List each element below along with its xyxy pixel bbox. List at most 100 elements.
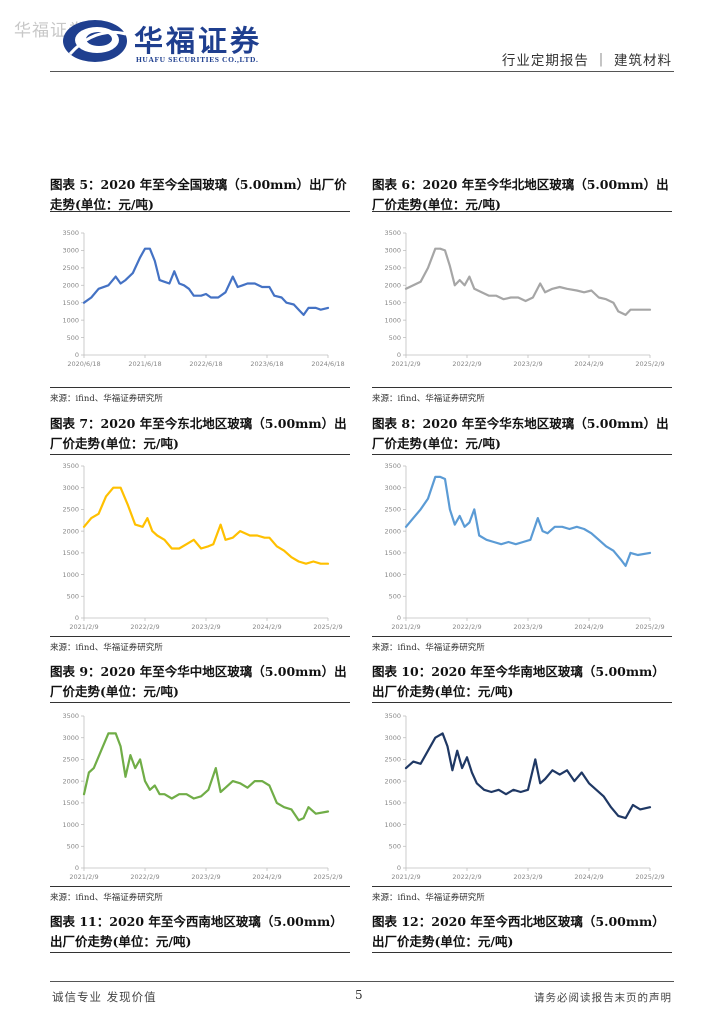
- y-tick-label: 3000: [384, 247, 401, 255]
- chart-bottom-rule: [50, 886, 350, 887]
- header-divider: [50, 71, 674, 72]
- footer-divider: [50, 981, 674, 982]
- y-tick-label: 3500: [62, 229, 79, 237]
- y-tick-label: 0: [75, 351, 79, 359]
- x-tick-label: 2021/2/9: [391, 623, 420, 631]
- chart-source: 来源：ifind、华福证券研究所: [50, 394, 163, 404]
- y-tick-label: 1500: [62, 799, 79, 807]
- y-tick-label: 2000: [62, 281, 79, 289]
- y-tick-label: 500: [67, 334, 79, 342]
- y-tick-label: 2500: [62, 264, 79, 272]
- x-tick-label: 2024/2/9: [574, 873, 603, 881]
- y-tick-label: 1000: [384, 821, 401, 829]
- x-tick-label: 2020/6/18: [67, 360, 100, 368]
- panel-title: 图表 12：2020 年至今西北地区玻璃（5.00mm）出厂价走势(单位：元/吨…: [372, 914, 665, 949]
- logo-english: HUAFU SECURITIES CO.,LTD.: [136, 55, 259, 64]
- y-tick-label: 1000: [384, 571, 401, 579]
- price-series-line: [404, 475, 652, 568]
- y-tick-label: 2000: [384, 777, 401, 785]
- y-tick-label: 0: [75, 864, 79, 872]
- x-tick-label: 2023/2/9: [513, 873, 542, 881]
- chart-source: 来源：ifind、华福证券研究所: [372, 394, 485, 404]
- chart-panel-11: 图表 11：2020 年至今西南地区玻璃（5.00mm）出厂价走势(单位：元/吨…: [50, 912, 350, 972]
- y-tick-label: 3000: [384, 734, 401, 742]
- y-tick-label: 3000: [384, 484, 401, 492]
- panel-title: 图表 9：2020 年至今华中地区玻璃（5.00mm）出厂价走势(单位：元/吨): [50, 664, 347, 699]
- y-tick-label: 2000: [384, 527, 401, 535]
- chart-bottom-rule: [372, 387, 672, 388]
- y-tick-label: 1500: [62, 299, 79, 307]
- x-tick-label: 2021/2/9: [391, 873, 420, 881]
- panel-title: 图表 8：2020 年至今华东地区玻璃（5.00mm）出厂价走势(单位：元/吨): [372, 416, 669, 451]
- x-tick-label: 2025/2/9: [635, 623, 664, 631]
- chart-source: 来源：ifind、华福证券研究所: [50, 643, 163, 653]
- title-rule: [50, 952, 350, 953]
- x-tick-label: 2021/2/9: [69, 623, 98, 631]
- chart-panel-9: 图表 9：2020 年至今华中地区玻璃（5.00mm）出厂价走势(单位：元/吨)…: [50, 662, 350, 903]
- chart-panel-7: 图表 7：2020 年至今东北地区玻璃（5.00mm）出厂价走势(单位：元/吨)…: [50, 414, 350, 653]
- chart-panel-6: 图表 6：2020 年至今华北地区玻璃（5.00mm）出厂价走势(单位：元/吨)…: [372, 175, 672, 405]
- footer-disclaimer: 请务必阅读报告末页的声明: [534, 992, 672, 1004]
- chart-bottom-rule: [372, 636, 672, 637]
- y-tick-label: 3500: [384, 712, 401, 720]
- logo-text: 华福证券: [134, 24, 263, 58]
- x-tick-label: 2024/6/18: [311, 360, 344, 368]
- y-tick-label: 2000: [62, 777, 79, 785]
- y-tick-label: 3500: [384, 229, 401, 237]
- x-tick-label: 2024/2/9: [252, 873, 281, 881]
- x-tick-label: 2024/2/9: [252, 623, 281, 631]
- x-tick-label: 2023/2/9: [191, 873, 220, 881]
- y-tick-label: 2500: [62, 506, 79, 514]
- title-rule: [50, 454, 350, 455]
- chart-source: 来源：ifind、华福证券研究所: [372, 643, 485, 653]
- x-tick-label: 2021/2/9: [69, 873, 98, 881]
- y-tick-label: 1500: [62, 549, 79, 557]
- line-chart: 0 500 1000 1500 2000 2500 3000 3500 2020/6/18 202…: [62, 229, 344, 368]
- price-series-line: [82, 732, 330, 822]
- y-tick-label: 1500: [384, 799, 401, 807]
- chart-panel-12: 图表 12：2020 年至今西北地区玻璃（5.00mm）出厂价走势(单位：元/吨…: [372, 912, 672, 972]
- x-tick-label: 2025/2/9: [313, 873, 342, 881]
- x-tick-label: 2022/2/9: [452, 623, 481, 631]
- chart-panel-5: 图表 5：2020 年至今全国玻璃（5.00mm）出厂价走势(单位：元/吨) 0…: [50, 175, 350, 405]
- x-tick-label: 2023/6/18: [250, 360, 283, 368]
- y-tick-label: 500: [389, 592, 401, 600]
- x-tick-label: 2025/2/9: [635, 873, 664, 881]
- chart-bottom-rule: [50, 636, 350, 637]
- title-rule: [372, 211, 672, 212]
- x-tick-label: 2025/2/9: [635, 360, 664, 368]
- footer-slogan: 诚信专业 发现价值: [52, 990, 157, 1004]
- x-tick-label: 2024/2/9: [574, 360, 603, 368]
- x-tick-label: 2023/2/9: [191, 623, 220, 631]
- y-tick-label: 3500: [384, 462, 401, 470]
- title-rule: [372, 952, 672, 953]
- x-tick-label: 2022/2/9: [130, 623, 159, 631]
- line-chart: 0 500 1000 1500 2000 2500 3000 3500 2021/2/9 2022…: [62, 712, 342, 881]
- y-tick-label: 3000: [62, 247, 79, 255]
- chart-bottom-rule: [50, 387, 350, 388]
- x-tick-label: 2024/2/9: [574, 623, 603, 631]
- y-tick-label: 3000: [62, 734, 79, 742]
- line-chart: 0 500 1000 1500 2000 2500 3000 3500 2021/2/9 2022…: [384, 229, 664, 368]
- chart-source: 来源：ifind、华福证券研究所: [372, 893, 485, 903]
- y-tick-label: 0: [75, 614, 79, 622]
- x-tick-label: 2022/2/9: [452, 360, 481, 368]
- panel-title: 图表 10：2020 年至今华南地区玻璃（5.00mm）出厂价走势(单位：元/吨…: [372, 664, 665, 699]
- chart-panel-10: 图表 10：2020 年至今华南地区玻璃（5.00mm）出厂价走势(单位：元/吨…: [372, 662, 672, 903]
- x-tick-label: 2021/6/18: [128, 360, 161, 368]
- line-chart: 0 500 1000 1500 2000 2500 3000 3500 2021/2/9 2022…: [384, 712, 664, 881]
- panel-title: 图表 6：2020 年至今华北地区玻璃（5.00mm）出厂价走势(单位：元/吨): [372, 177, 669, 212]
- x-tick-label: 2021/2/9: [391, 360, 420, 368]
- price-series-line: [404, 732, 652, 820]
- y-tick-label: 1000: [62, 316, 79, 324]
- x-tick-label: 2023/2/9: [513, 360, 542, 368]
- x-tick-label: 2022/2/9: [452, 873, 481, 881]
- chart-bottom-rule: [372, 886, 672, 887]
- y-tick-label: 1500: [384, 299, 401, 307]
- title-rule: [50, 211, 350, 212]
- y-tick-label: 3500: [62, 712, 79, 720]
- price-series-line: [82, 247, 330, 317]
- panel-title: 图表 7：2020 年至今东北地区玻璃（5.00mm）出厂价走势(单位：元/吨): [50, 416, 347, 451]
- chart-source: 来源：ifind、华福证券研究所: [50, 893, 163, 903]
- y-tick-label: 0: [397, 614, 401, 622]
